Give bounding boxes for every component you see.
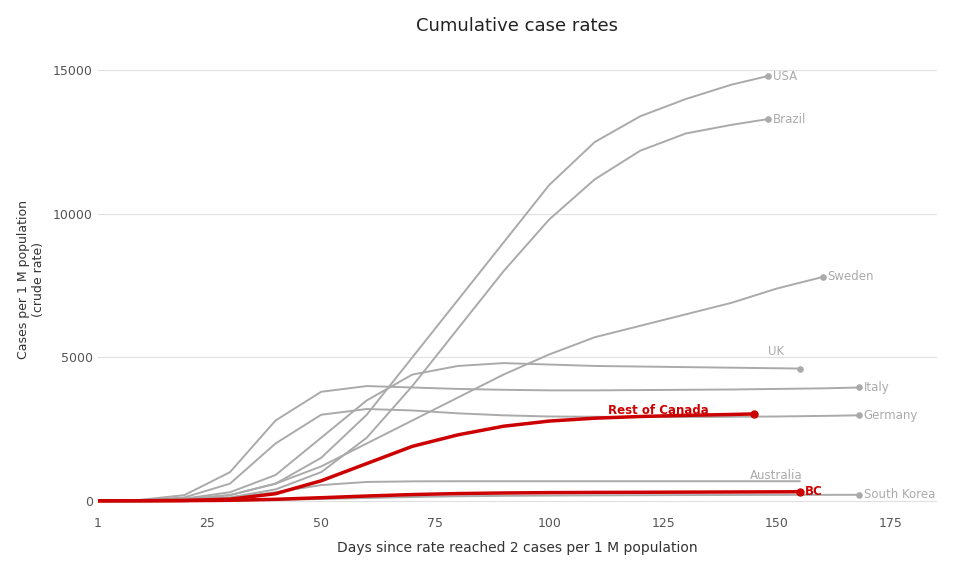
Point [747,410,762,419]
Point [852,490,867,499]
Text: Rest of Canada: Rest of Canada [609,404,709,417]
Text: Sweden: Sweden [828,271,874,284]
Title: Cumulative case rates: Cumulative case rates [417,17,618,35]
Text: Italy: Italy [864,381,890,394]
Text: South Korea: South Korea [864,488,935,501]
Point [852,411,867,420]
Point [792,487,807,496]
Point [815,272,830,281]
Point [760,114,776,124]
Y-axis label: Cases per 1 M population
(crude rate): Cases per 1 M population (crude rate) [16,200,45,359]
Text: USA: USA [773,70,797,82]
Text: Brazil: Brazil [773,113,805,126]
Point [852,383,867,392]
Text: Germany: Germany [864,409,918,422]
X-axis label: Days since rate reached 2 cases per 1 M population: Days since rate reached 2 cases per 1 M … [337,541,698,555]
Text: UK: UK [768,345,784,358]
Text: BC: BC [804,485,822,498]
Point [792,364,807,373]
Text: Australia: Australia [750,470,803,482]
Point [760,72,776,81]
